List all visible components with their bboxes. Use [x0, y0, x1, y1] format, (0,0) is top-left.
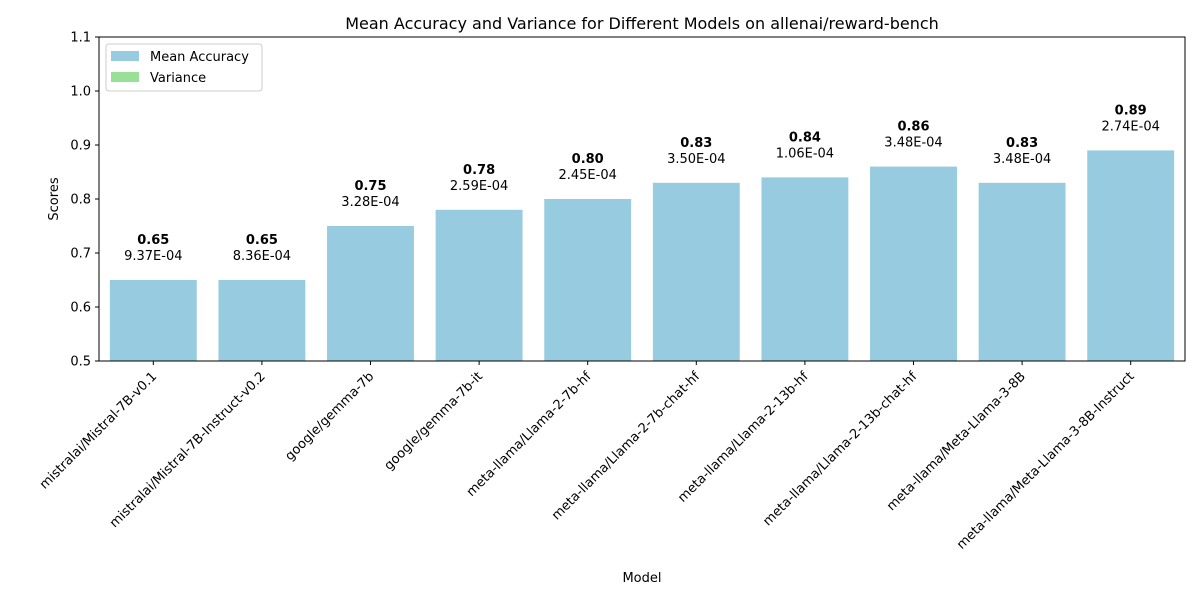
variance-data-label: 3.48E-04	[884, 136, 942, 151]
y-tick-label: 0.7	[70, 247, 91, 262]
mean-accuracy-data-label: 0.89	[1115, 103, 1147, 118]
y-tick-label: 0.6	[70, 301, 91, 316]
legend-swatch	[111, 72, 139, 82]
bar-mean-accuracy	[870, 166, 957, 361]
bar-mean-accuracy	[109, 280, 197, 361]
chart-title: Mean Accuracy and Variance for Different…	[345, 14, 939, 33]
legend-swatch	[111, 51, 139, 61]
mean-accuracy-data-label: 0.86	[897, 120, 929, 135]
x-tick-label: mistralai/Mistral-7B-v0.1	[37, 369, 160, 492]
x-tick-label: google/gemma-7b-it	[382, 369, 486, 473]
variance-data-label: 3.50E-04	[667, 152, 725, 167]
variance-data-label: 9.37E-04	[124, 249, 182, 264]
variance-data-label: 2.74E-04	[1101, 119, 1159, 134]
mean-accuracy-data-label: 0.84	[789, 130, 821, 145]
bar-mean-accuracy	[218, 280, 306, 361]
bar-mean-accuracy	[544, 199, 632, 361]
bar-mean-accuracy	[327, 226, 414, 361]
variance-data-label: 2.59E-04	[450, 179, 508, 194]
legend-label: Mean Accuracy	[150, 50, 249, 65]
variance-data-label: 3.28E-04	[341, 195, 399, 210]
variance-data-label: 1.06E-04	[776, 146, 834, 161]
legend: Mean Accuracy Variance	[105, 43, 263, 92]
bar-mean-accuracy	[978, 182, 1066, 361]
mean-accuracy-data-label: 0.83	[680, 136, 712, 151]
bar-mean-accuracy	[435, 209, 523, 361]
bar-mean-accuracy	[761, 177, 849, 361]
y-tick-label: 1.1	[70, 31, 91, 46]
y-tick-label: 0.9	[70, 139, 91, 154]
legend-box	[105, 43, 263, 92]
x-tick-label: meta-llama/Meta-Llama-3-8B-Instruct	[954, 369, 1137, 552]
y-tick-label: 0.5	[70, 355, 91, 370]
bar-mean-accuracy	[1087, 150, 1175, 361]
variance-data-label: 2.45E-04	[558, 168, 616, 183]
mean-accuracy-data-label: 0.65	[246, 233, 278, 248]
plot-area: 0.5 0.6 0.7 0.8 0.9 1.0 1.1 mistralai/Mistral-7…	[37, 31, 1186, 553]
y-axis-label: Scores	[47, 177, 62, 220]
x-tick-label: meta-llama/Llama-2-13b-hf	[675, 369, 812, 506]
x-tick-label: meta-llama/Llama-2-7b-hf	[464, 369, 595, 500]
x-axis-label: Model	[622, 571, 661, 586]
mean-accuracy-data-label: 0.65	[137, 233, 169, 248]
mean-accuracy-data-label: 0.78	[463, 163, 495, 178]
y-tick-label: 0.8	[70, 193, 91, 208]
x-tick-label: google/gemma-7b	[282, 369, 377, 464]
legend-label: Variance	[150, 71, 206, 86]
variance-data-label: 8.36E-04	[233, 249, 291, 264]
mean-accuracy-data-label: 0.75	[354, 179, 386, 194]
variance-data-label: 3.48E-04	[993, 152, 1051, 167]
y-tick-label: 1.0	[70, 85, 91, 100]
mean-accuracy-data-label: 0.83	[1006, 136, 1038, 151]
mean-accuracy-data-label: 0.80	[572, 152, 604, 167]
bar-mean-accuracy	[652, 182, 740, 361]
